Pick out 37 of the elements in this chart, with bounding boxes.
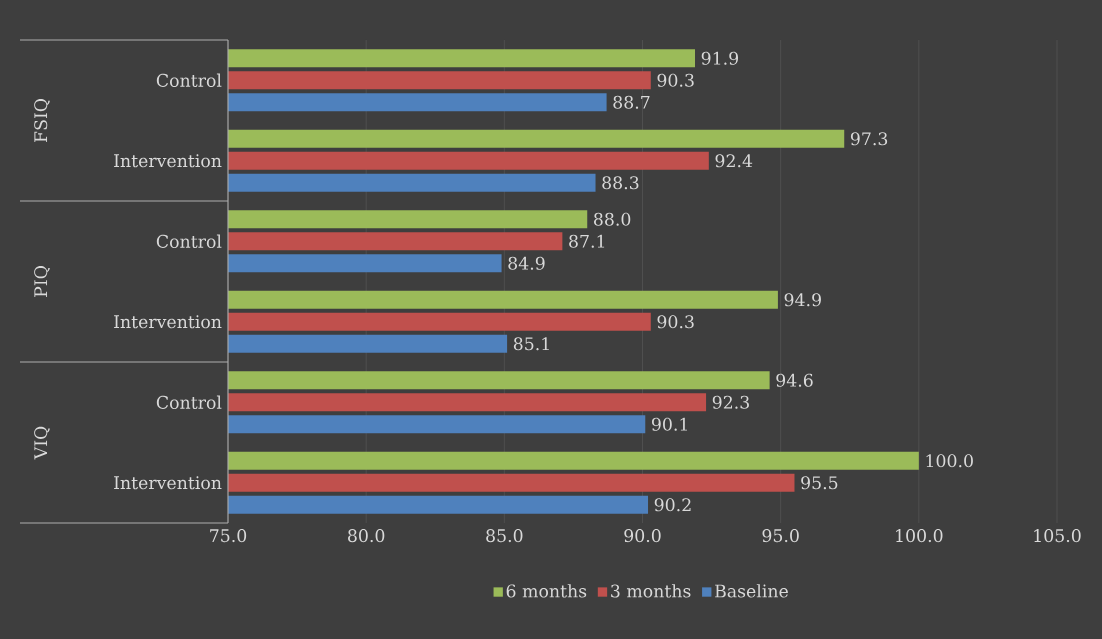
data-label: 88.0 (593, 212, 631, 226)
x-tick-label: 90.0 (624, 529, 661, 543)
data-label: 95.5 (801, 476, 838, 490)
y-tick-label: Intervention (114, 476, 222, 490)
x-tick-label: 85.0 (486, 529, 523, 543)
data-label: 90.2 (654, 498, 691, 512)
text: FSIQ (34, 98, 50, 143)
text: VIQ (34, 426, 50, 460)
y-tick-label: Control (156, 73, 222, 87)
y-tick-label: Control (156, 234, 222, 248)
x-tick-label: 95.0 (762, 529, 799, 543)
data-label: 84.9 (508, 256, 545, 270)
legend-label: 3 months (611, 584, 691, 598)
y-tick-label: Intervention (114, 154, 222, 168)
data-label: 92.4 (715, 154, 753, 168)
legend-label: Baseline (715, 584, 788, 598)
x-tick-label: 75.0 (210, 529, 247, 543)
x-tick-label: 105.0 (1034, 529, 1081, 543)
data-label: 90.1 (651, 417, 687, 431)
y-tick-label: Intervention (114, 315, 222, 329)
data-label: 90.3 (657, 315, 694, 329)
data-label: 87.1 (569, 234, 605, 248)
data-label: 90.3 (657, 73, 694, 87)
data-label: 91.9 (701, 51, 739, 65)
data-label: 92.3 (712, 395, 749, 409)
text: PIQ (34, 266, 50, 297)
data-label: 100.0 (926, 454, 973, 468)
data-label: 85.1 (513, 337, 549, 351)
data-label: 94.6 (776, 373, 813, 387)
data-label: 97.3 (850, 132, 888, 146)
legend-label: 6 months (506, 584, 587, 598)
data-label: 88.7 (613, 95, 650, 109)
data-label: 88.3 (602, 176, 639, 190)
x-tick-label: 100.0 (896, 529, 943, 543)
y-tick-label: Control (156, 395, 222, 409)
data-label: 94.9 (784, 293, 821, 307)
x-tick-label: 80.0 (348, 529, 385, 543)
